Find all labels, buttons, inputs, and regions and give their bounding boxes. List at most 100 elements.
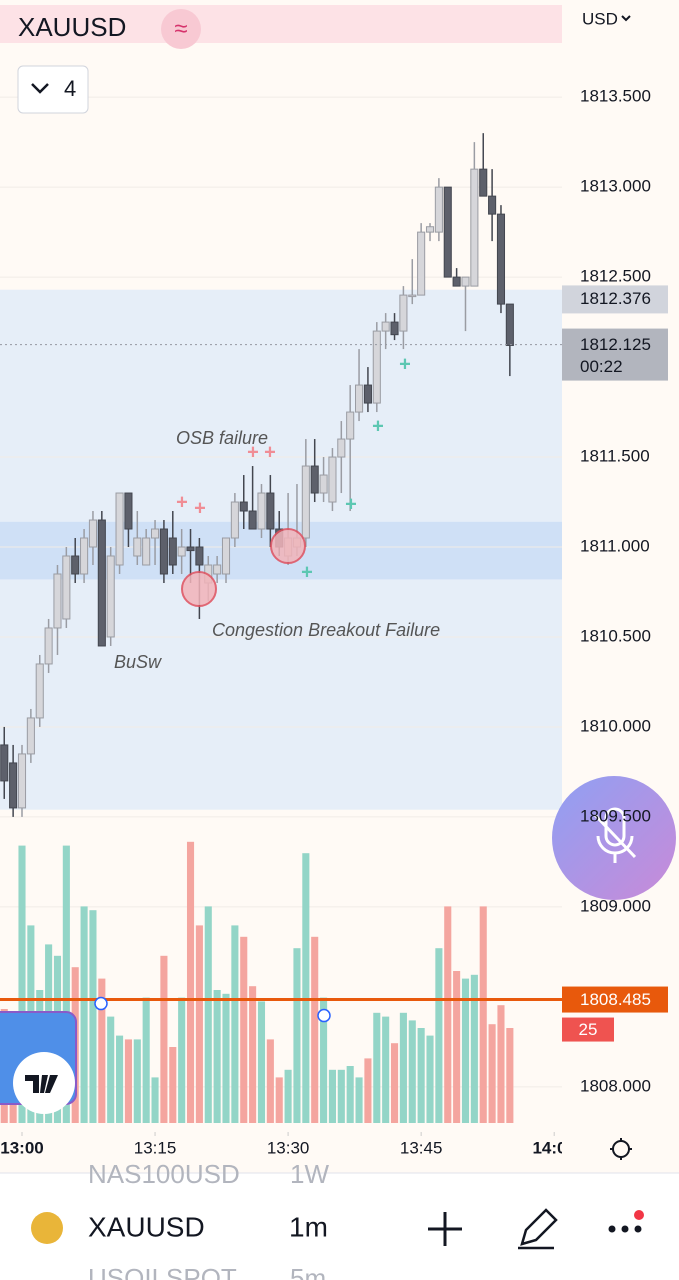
volume-bar xyxy=(249,986,257,1123)
candle-body xyxy=(221,537,231,575)
candle-body xyxy=(71,555,80,575)
candle-body xyxy=(88,519,98,548)
volume-bar xyxy=(62,845,70,1123)
candle-body xyxy=(53,573,62,629)
candle-body xyxy=(470,168,479,287)
prev-symbol[interactable]: NAS100USD xyxy=(88,1159,240,1189)
x-tick-label: 13:15 xyxy=(134,1138,177,1157)
candle-body xyxy=(44,627,53,665)
volume-bar xyxy=(488,1024,496,1123)
volume-bar xyxy=(373,1012,381,1123)
candle-body xyxy=(319,474,328,494)
volume-bar xyxy=(497,1005,505,1123)
candle-body xyxy=(301,465,310,539)
candle-body xyxy=(363,384,372,404)
candle-body xyxy=(213,564,222,575)
volume-label: 25 xyxy=(579,1020,598,1039)
candle-body xyxy=(26,717,35,755)
volume-bar xyxy=(160,955,168,1123)
candle-body xyxy=(452,276,461,287)
candle-body xyxy=(106,555,115,638)
symbol-icon xyxy=(31,1212,63,1244)
candle-body xyxy=(372,330,381,404)
candle-body xyxy=(390,321,399,336)
candle-body xyxy=(9,762,18,809)
annotation: Congestion Breakout Failure xyxy=(212,620,440,640)
candle-body xyxy=(479,168,488,197)
candle-body xyxy=(142,537,151,566)
volume-bar xyxy=(213,990,221,1123)
candle-body xyxy=(443,186,452,278)
candle-body xyxy=(496,213,506,305)
y-tick-label: 1811.000 xyxy=(580,536,650,555)
chevron xyxy=(621,15,631,22)
volume-bar xyxy=(346,1066,354,1123)
more-button[interactable] xyxy=(608,1210,645,1233)
volume-bar xyxy=(151,1077,159,1123)
volume-bar xyxy=(479,906,487,1123)
candle-body xyxy=(35,663,44,719)
markers: + + + + ++ ++ xyxy=(176,353,411,607)
next-symbol[interactable]: USOILSPOT xyxy=(88,1263,237,1280)
volume-bar xyxy=(116,1035,124,1123)
y-tick-label: 1809.000 xyxy=(580,896,651,915)
volume-bar xyxy=(320,997,328,1123)
candle-body xyxy=(150,528,160,539)
candle-body xyxy=(124,492,133,530)
candle-body xyxy=(488,195,497,215)
volume-bar xyxy=(328,1069,336,1123)
candle-body xyxy=(408,294,417,298)
ma-label-bg xyxy=(562,285,668,314)
toolbar-interval[interactable]: 1m xyxy=(289,1211,328,1242)
candle-body xyxy=(434,186,443,233)
x-tick-label: 13:30 xyxy=(267,1138,310,1157)
volume-label-bg xyxy=(562,1017,614,1042)
draw-button[interactable] xyxy=(518,1208,558,1250)
volume-bar xyxy=(435,948,443,1123)
mic-button[interactable] xyxy=(552,776,676,900)
layouts-count: 4 xyxy=(64,76,76,101)
alert-handle xyxy=(94,996,108,1011)
last-price-label: 1812.125 xyxy=(580,335,651,354)
svg-text:+: + xyxy=(399,353,411,375)
volume-bar xyxy=(408,1020,416,1123)
x-tick-label: 13:45 xyxy=(400,1138,443,1157)
y-tick-label: 1810.500 xyxy=(580,626,651,645)
candle-body xyxy=(399,294,408,332)
annotation: OSB failure xyxy=(176,428,268,448)
candle-body xyxy=(346,411,355,440)
prev-interval[interactable]: 1W xyxy=(290,1159,329,1189)
volume-bar xyxy=(399,1012,407,1123)
volume-bar xyxy=(222,993,230,1123)
candle-body xyxy=(230,501,239,539)
settings-icon-ring xyxy=(612,1140,630,1158)
countdown: 00:22 xyxy=(580,357,623,376)
volume-bar xyxy=(204,906,212,1123)
y-tick-label: 1813.000 xyxy=(580,177,651,196)
add-button[interactable] xyxy=(428,1212,462,1246)
candle-body xyxy=(425,226,435,233)
currency[interactable]: USD xyxy=(582,9,618,28)
x-axis: 13:00 13:15 13:30 13:45 14:00 xyxy=(0,1132,562,1157)
candle-body xyxy=(168,537,177,566)
volume-bar xyxy=(231,925,239,1123)
next-interval[interactable]: 5m xyxy=(290,1263,326,1280)
volume-bar xyxy=(293,948,301,1123)
volume-bar xyxy=(426,1035,434,1123)
symbol[interactable]: XAUUSD xyxy=(18,12,126,42)
status-glyph: ≈ xyxy=(174,15,187,42)
mic-icon xyxy=(593,807,637,863)
volume-bar xyxy=(390,1043,399,1123)
candle-body xyxy=(355,384,364,413)
status-icon[interactable] xyxy=(161,9,201,49)
volume-bar xyxy=(461,978,470,1123)
candle-body xyxy=(195,546,204,566)
volume-bar xyxy=(470,974,478,1123)
layouts-button[interactable] xyxy=(17,65,89,114)
candle-body xyxy=(310,465,319,494)
toolbar-symbol[interactable]: XAUUSD xyxy=(88,1211,205,1242)
candle-body xyxy=(177,546,186,557)
volume-bar xyxy=(382,1016,390,1123)
candle-body xyxy=(417,231,426,296)
